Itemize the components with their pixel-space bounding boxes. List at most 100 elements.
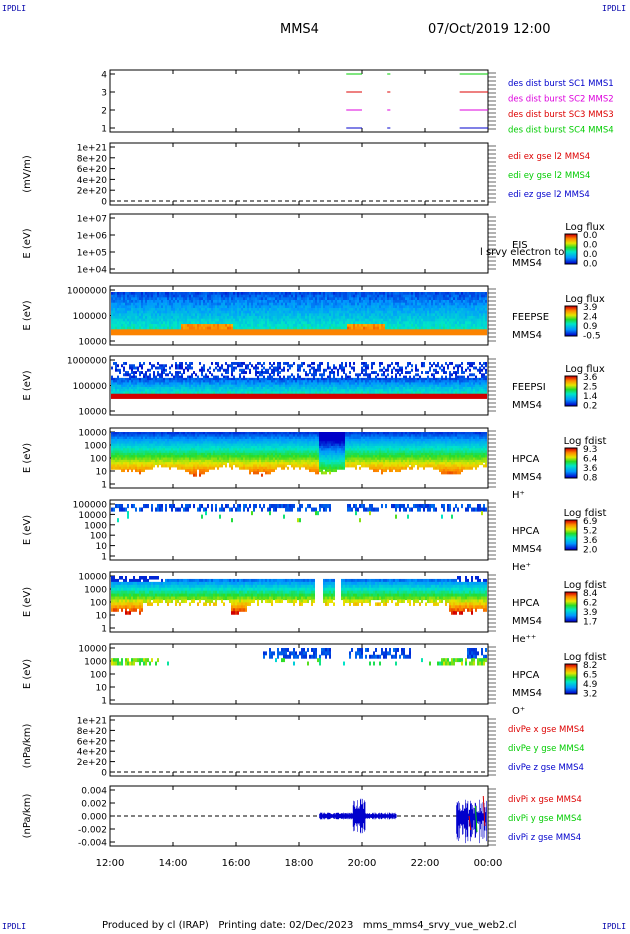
heatmap-cell: [435, 332, 437, 336]
heatmap-cell: [365, 318, 367, 322]
heatmap-cell: [163, 292, 165, 296]
heatmap-cell: [309, 380, 311, 384]
heatmap-cell: [291, 294, 293, 298]
heatmap-cell: [469, 329, 471, 333]
heatmap-cell: [213, 368, 215, 372]
heatmap-cell: [219, 332, 221, 336]
heatmap-cell: [209, 396, 211, 399]
heatmap-cell: [339, 366, 341, 370]
heatmap-cell: [449, 292, 451, 296]
heatmap-cell: [441, 294, 443, 298]
heatmap-cell: [303, 313, 305, 317]
heatmap-cell: [221, 386, 223, 390]
heatmap-cell: [133, 305, 135, 309]
heatmap-cell: [345, 324, 347, 328]
heatmap-cell: [353, 300, 355, 304]
heatmap-cell: [301, 362, 303, 365]
heatmap-cell: [453, 318, 455, 322]
heatmap-cell: [195, 321, 197, 325]
heatmap-cell: [437, 332, 439, 336]
heatmap-cell: [395, 324, 397, 328]
heatmap-cell: [149, 382, 151, 386]
heatmap-cell: [191, 384, 193, 388]
heatmap-cell: [247, 305, 249, 309]
heatmap-cell: [351, 393, 353, 397]
heatmap-cell: [145, 332, 147, 336]
heatmap-cell: [167, 384, 169, 388]
heatmap-cell: [125, 292, 127, 296]
heatmap-cell: [383, 297, 385, 301]
heatmap-cell: [337, 386, 339, 390]
heatmap-cell: [129, 393, 131, 397]
heatmap-cell: [125, 396, 127, 399]
heatmap-cell: [131, 329, 133, 333]
heatmap-cells-feeps_i: [111, 362, 487, 399]
heatmap-cell: [375, 310, 377, 314]
heatmap-cell: [147, 305, 149, 309]
heatmap-cell: [121, 316, 123, 320]
heatmap-cell: [179, 329, 181, 333]
heatmap-cell: [291, 393, 293, 397]
heatmap-cell: [257, 308, 259, 312]
heatmap-cell: [163, 393, 165, 397]
heatmap-cell: [395, 313, 397, 317]
heatmap-cell: [333, 366, 335, 370]
heatmap-cell: [245, 384, 247, 388]
heatmap-cell: [119, 332, 121, 336]
heatmap-cell: [261, 316, 263, 320]
heatmap-cell: [295, 297, 297, 301]
heatmap-cell: [303, 380, 305, 384]
heatmap-cell: [301, 393, 303, 397]
heatmap-cell: [191, 308, 193, 312]
heatmap-cell: [171, 294, 173, 298]
heatmap-cell: [231, 364, 233, 368]
heatmap-cell: [297, 300, 299, 304]
heatmap-cell: [219, 302, 221, 306]
heatmap-cell: [143, 324, 145, 328]
heatmap-cell: [457, 324, 459, 328]
heatmap-cell: [383, 310, 385, 314]
heatmap-cell: [143, 313, 145, 317]
heatmap-cell: [305, 329, 307, 333]
heatmap-cell: [383, 321, 385, 325]
heatmap-cell: [171, 300, 173, 304]
heatmap-cell: [179, 324, 181, 328]
heatmap-cell: [243, 332, 245, 336]
heatmap-cell: [375, 386, 377, 390]
heatmap-cell: [473, 292, 475, 296]
heatmap-cell: [365, 321, 367, 325]
heatmap-cell: [169, 313, 171, 317]
heatmap-cell: [361, 316, 363, 320]
heatmap-cell: [175, 310, 177, 314]
colorbar-cell: [565, 246, 577, 248]
colorbar-tick: 0.2: [583, 402, 597, 412]
heatmap-cell: [111, 396, 113, 399]
heatmap-cell: [171, 324, 173, 328]
heatmap-cell: [297, 377, 299, 381]
heatmap-cell: [273, 382, 275, 386]
heatmap-cell: [195, 313, 197, 317]
heatmap-cell: [237, 324, 239, 328]
heatmap-cell: [429, 326, 431, 330]
heatmap-cell: [195, 373, 197, 377]
heatmap-cell: [177, 305, 179, 309]
heatmap-cell: [257, 362, 259, 365]
heatmap-cell: [133, 366, 135, 370]
heatmap-cell: [325, 382, 327, 386]
heatmap-cell: [479, 329, 481, 333]
heatmap-cell: [421, 308, 423, 312]
heatmap-cell: [411, 313, 413, 317]
heatmap-cell: [311, 389, 313, 393]
heatmap-cell: [261, 396, 263, 399]
heatmap-cell: [177, 393, 179, 397]
heatmap-cell: [115, 332, 117, 336]
heatmap-cell: [421, 305, 423, 309]
heatmap-cell: [119, 297, 121, 301]
heatmap-cell: [183, 294, 185, 298]
heatmap-cell: [135, 371, 137, 374]
heatmap-cell: [171, 393, 173, 397]
heatmap-cell: [275, 292, 277, 296]
heatmap-cell: [375, 321, 377, 325]
heatmap-cell: [187, 316, 189, 320]
heatmap-cell: [377, 316, 379, 320]
